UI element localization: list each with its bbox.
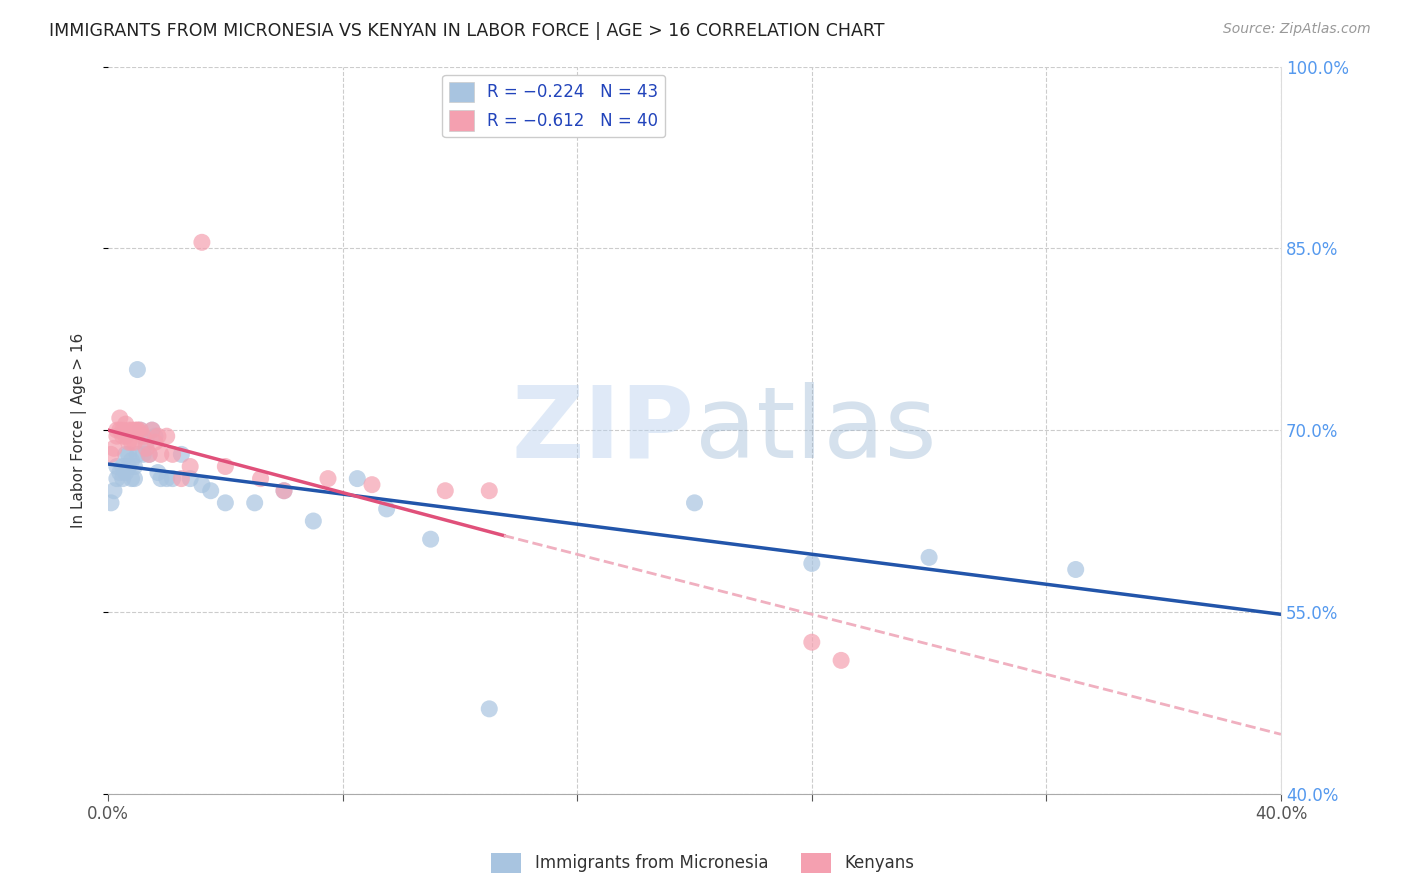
Point bbox=[375, 502, 398, 516]
Point bbox=[127, 447, 149, 461]
Point bbox=[200, 483, 222, 498]
Point bbox=[149, 472, 172, 486]
Point bbox=[346, 472, 368, 486]
Point bbox=[141, 423, 163, 437]
Point bbox=[121, 435, 143, 450]
Point bbox=[121, 423, 143, 437]
Point bbox=[273, 483, 295, 498]
Point bbox=[117, 435, 139, 450]
Point bbox=[114, 466, 136, 480]
Point bbox=[111, 459, 134, 474]
Point bbox=[124, 472, 146, 486]
Point bbox=[127, 423, 149, 437]
Point bbox=[135, 442, 157, 456]
Point bbox=[121, 472, 143, 486]
Point bbox=[105, 472, 128, 486]
Point bbox=[156, 429, 179, 443]
Point bbox=[132, 447, 155, 461]
Point bbox=[138, 447, 160, 461]
Point bbox=[214, 496, 236, 510]
Point bbox=[111, 472, 134, 486]
Point bbox=[179, 459, 201, 474]
Point bbox=[114, 447, 136, 461]
Point bbox=[135, 435, 157, 450]
Point bbox=[117, 423, 139, 437]
Point bbox=[918, 550, 941, 565]
Point bbox=[149, 447, 172, 461]
Point bbox=[162, 447, 184, 461]
Legend: R = −0.224   N = 43, R = −0.612   N = 40: R = −0.224 N = 43, R = −0.612 N = 40 bbox=[443, 75, 665, 137]
Point bbox=[114, 417, 136, 431]
Point bbox=[124, 435, 146, 450]
Point bbox=[129, 423, 152, 437]
Point bbox=[146, 466, 169, 480]
Point bbox=[124, 423, 146, 437]
Point bbox=[170, 472, 193, 486]
Point bbox=[830, 653, 852, 667]
Point bbox=[249, 472, 271, 486]
Point bbox=[100, 447, 122, 461]
Point bbox=[103, 483, 125, 498]
Point bbox=[243, 496, 266, 510]
Point bbox=[127, 362, 149, 376]
Point bbox=[108, 411, 131, 425]
Point bbox=[478, 702, 501, 716]
Y-axis label: In Labor Force | Age > 16: In Labor Force | Age > 16 bbox=[72, 333, 87, 528]
Point bbox=[800, 557, 823, 571]
Point bbox=[191, 477, 214, 491]
Point bbox=[143, 429, 166, 443]
Point bbox=[111, 423, 134, 437]
Point bbox=[114, 429, 136, 443]
Point bbox=[800, 635, 823, 649]
Text: atlas: atlas bbox=[695, 382, 936, 479]
Point bbox=[105, 459, 128, 474]
Point bbox=[146, 429, 169, 443]
Point bbox=[170, 447, 193, 461]
Point bbox=[214, 459, 236, 474]
Point bbox=[683, 496, 706, 510]
Point bbox=[143, 435, 166, 450]
Point bbox=[361, 477, 384, 491]
Point bbox=[103, 442, 125, 456]
Point bbox=[478, 483, 501, 498]
Point bbox=[105, 429, 128, 443]
Point bbox=[162, 472, 184, 486]
Point bbox=[108, 423, 131, 437]
Point bbox=[179, 472, 201, 486]
Legend: Immigrants from Micronesia, Kenyans: Immigrants from Micronesia, Kenyans bbox=[485, 847, 921, 880]
Point bbox=[316, 472, 339, 486]
Point bbox=[105, 423, 128, 437]
Point bbox=[132, 429, 155, 443]
Point bbox=[127, 423, 149, 437]
Point bbox=[302, 514, 325, 528]
Point bbox=[1064, 562, 1087, 576]
Point bbox=[419, 532, 441, 546]
Point bbox=[138, 447, 160, 461]
Point bbox=[156, 472, 179, 486]
Point bbox=[108, 466, 131, 480]
Point bbox=[129, 423, 152, 437]
Point bbox=[191, 235, 214, 250]
Point bbox=[117, 447, 139, 461]
Point bbox=[121, 453, 143, 467]
Point bbox=[100, 496, 122, 510]
Text: Source: ZipAtlas.com: Source: ZipAtlas.com bbox=[1223, 22, 1371, 37]
Text: IMMIGRANTS FROM MICRONESIA VS KENYAN IN LABOR FORCE | AGE > 16 CORRELATION CHART: IMMIGRANTS FROM MICRONESIA VS KENYAN IN … bbox=[49, 22, 884, 40]
Point bbox=[273, 483, 295, 498]
Text: ZIP: ZIP bbox=[512, 382, 695, 479]
Point bbox=[111, 429, 134, 443]
Point bbox=[141, 423, 163, 437]
Point bbox=[117, 459, 139, 474]
Point bbox=[434, 483, 457, 498]
Point bbox=[124, 459, 146, 474]
